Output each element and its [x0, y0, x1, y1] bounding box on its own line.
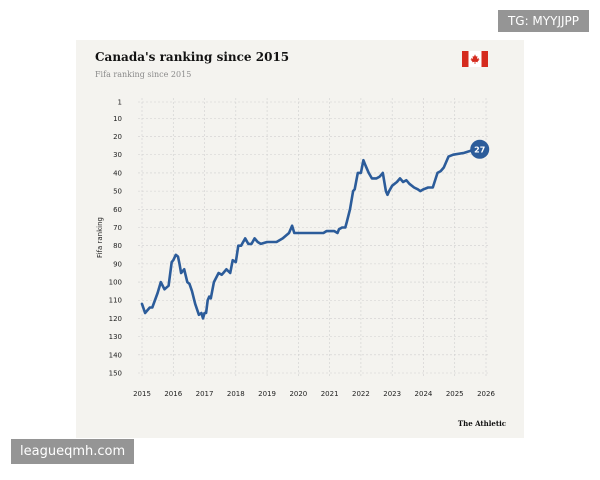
- y-tick-label: 150: [109, 370, 122, 378]
- y-tick-label: 20: [113, 133, 122, 141]
- x-tick-label: 2015: [133, 390, 151, 398]
- y-tick-label: 50: [113, 188, 122, 196]
- y-tick-label: 110: [109, 297, 122, 305]
- x-tick-label: 2018: [227, 390, 245, 398]
- y-tick-label: 120: [109, 315, 122, 323]
- brand-logo: The Athletic: [457, 419, 506, 428]
- canada-flag-icon: [462, 51, 488, 67]
- series-line: [140, 148, 482, 320]
- end-point-label: 27: [474, 145, 485, 154]
- chart-plot: 1102030405060708090100110120130140150201…: [96, 98, 495, 398]
- y-tick-label: 10: [113, 115, 122, 123]
- x-tick-label: 2023: [383, 390, 401, 398]
- x-tick-label: 2017: [196, 390, 214, 398]
- watermark-site: leagueqmh.com: [11, 439, 135, 464]
- y-tick-label: 60: [113, 206, 122, 214]
- y-tick-label: 140: [109, 351, 122, 359]
- y-tick-label: 90: [113, 260, 122, 268]
- y-axis-label: Fifa ranking: [96, 217, 104, 258]
- x-tick-label: 2025: [446, 390, 464, 398]
- y-tick-label: 100: [109, 279, 122, 287]
- end-point-marker: [470, 139, 490, 159]
- y-tick-label: 1: [118, 99, 122, 107]
- x-tick-label: 2016: [164, 390, 182, 398]
- chart-subtitle: Fifa ranking since 2015: [95, 70, 192, 79]
- y-tick-label: 130: [109, 333, 122, 341]
- y-tick-label: 30: [113, 151, 122, 159]
- x-tick-label: 2026: [477, 390, 495, 398]
- watermark-tag: TG: MYYJJPP: [497, 10, 589, 32]
- x-tick-label: 2024: [415, 390, 433, 398]
- y-tick-label: 40: [113, 169, 122, 177]
- y-tick-label: 80: [113, 242, 122, 250]
- x-tick-label: 2020: [289, 390, 307, 398]
- chart-title: Canada's ranking since 2015: [95, 50, 290, 64]
- x-tick-label: 2022: [352, 390, 370, 398]
- x-tick-label: 2021: [321, 390, 339, 398]
- y-tick-label: 70: [113, 224, 122, 232]
- x-tick-label: 2019: [258, 390, 276, 398]
- chart-card: Canada's ranking since 2015 Fifa ranking…: [76, 40, 524, 438]
